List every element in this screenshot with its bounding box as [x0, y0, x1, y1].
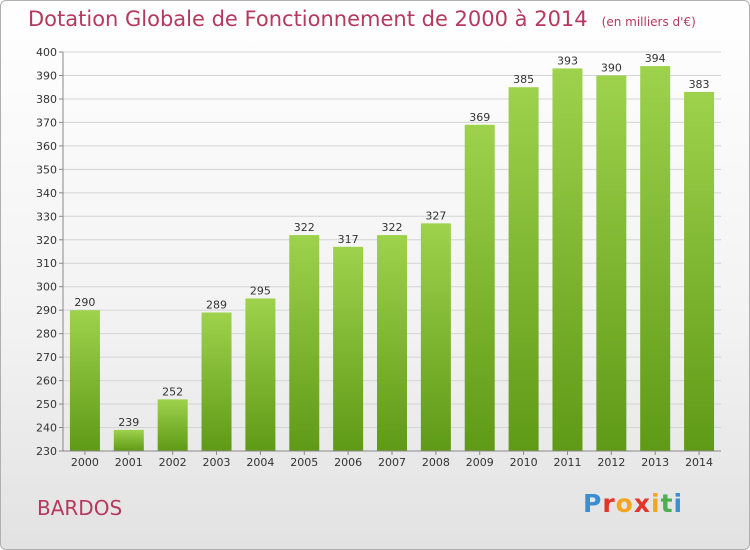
logo-letter: i: [651, 489, 661, 518]
y-tick-label: 380: [36, 93, 57, 106]
x-tick-label: 2010: [510, 456, 538, 469]
bar: [289, 235, 320, 451]
logo-letter: x: [633, 489, 651, 518]
bar: [377, 235, 407, 451]
x-tick-label: 2007: [378, 456, 406, 469]
x-tick-label: 2013: [641, 456, 669, 469]
bar: [640, 66, 671, 452]
y-tick-label: 310: [36, 257, 57, 270]
bar: [201, 312, 232, 451]
x-tick-label: 2006: [334, 456, 362, 469]
proxiti-logo: Proxiti: [583, 489, 683, 518]
data-label: 239: [118, 416, 139, 429]
y-tick-label: 260: [36, 375, 57, 388]
data-label: 390: [601, 61, 622, 74]
y-tick-label: 240: [36, 422, 57, 435]
bar: [420, 223, 451, 451]
chart-title: Dotation Globale de Fonctionnement de 20…: [28, 7, 696, 31]
bar: [113, 429, 144, 451]
data-label: 317: [338, 233, 359, 246]
bar: [245, 298, 276, 451]
logo-letter: r: [602, 489, 616, 518]
data-label: 369: [469, 111, 490, 124]
logo-letter: o: [615, 489, 634, 518]
bar: [157, 399, 188, 451]
data-label: 385: [513, 73, 534, 86]
bar: [69, 310, 100, 451]
logo-letter: P: [583, 489, 603, 518]
data-label: 322: [382, 221, 403, 234]
x-tick-label: 2000: [71, 456, 99, 469]
x-tick-label: 2002: [159, 456, 187, 469]
x-tick-label: 2008: [422, 456, 450, 469]
data-label: 327: [425, 209, 446, 222]
y-tick-label: 250: [36, 398, 57, 411]
logo-letter: i: [673, 489, 684, 518]
bar: [596, 75, 627, 452]
x-tick-label: 2009: [466, 456, 494, 469]
bar: [552, 68, 583, 451]
y-tick-label: 340: [36, 187, 57, 200]
bar: [464, 124, 495, 452]
x-tick-label: 2005: [290, 456, 318, 469]
x-tick-label: 2012: [597, 456, 625, 469]
x-axis-ticks: 2000 2001 2002 2003 2004 2005 2006 2007 2008 2009…: [71, 451, 713, 469]
y-tick-label: 330: [36, 210, 57, 223]
x-tick-label: 2014: [685, 456, 713, 469]
y-tick-label: 300: [36, 281, 57, 294]
data-label: 252: [162, 385, 183, 398]
x-tick-label: 2004: [246, 456, 274, 469]
data-label: 290: [74, 296, 95, 309]
data-labels: 290 239 252 289 295 322 317 322 327 369 385 393 390 3…: [74, 52, 709, 429]
y-tick-label: 370: [36, 116, 57, 129]
y-tick-label: 280: [36, 328, 57, 341]
y-tick-label: 230: [36, 445, 57, 458]
data-label: 322: [294, 221, 315, 234]
chart-title-text: Dotation Globale de Fonctionnement de 20…: [28, 7, 588, 31]
y-tick-label: 360: [36, 140, 57, 153]
data-label: 393: [557, 54, 578, 67]
logo-letter: t: [660, 489, 674, 518]
y-tick-label: 390: [36, 69, 57, 82]
x-tick-label: 2011: [553, 456, 581, 469]
y-tick-label: 400: [36, 46, 57, 59]
data-label: 295: [250, 284, 271, 297]
y-tick-label: 320: [36, 234, 57, 247]
y-tick-label: 270: [36, 351, 57, 364]
bar: [684, 91, 715, 452]
x-tick-label: 2003: [203, 456, 231, 469]
y-tick-label: 290: [36, 304, 57, 317]
chart-unit-note: (en milliers d'€): [601, 15, 696, 29]
data-label: 394: [645, 52, 666, 65]
bar: [333, 246, 364, 451]
bar: [508, 87, 539, 452]
data-label: 383: [689, 78, 710, 91]
data-label: 289: [206, 299, 227, 312]
commune-name: BARDOS: [37, 496, 123, 520]
x-tick-label: 2001: [115, 456, 143, 469]
bars: [69, 66, 715, 452]
y-axis-ticks: 230 240 250 260 270 280 290 300 310 320 330 340 350 3…: [36, 46, 63, 458]
y-tick-label: 350: [36, 163, 57, 176]
